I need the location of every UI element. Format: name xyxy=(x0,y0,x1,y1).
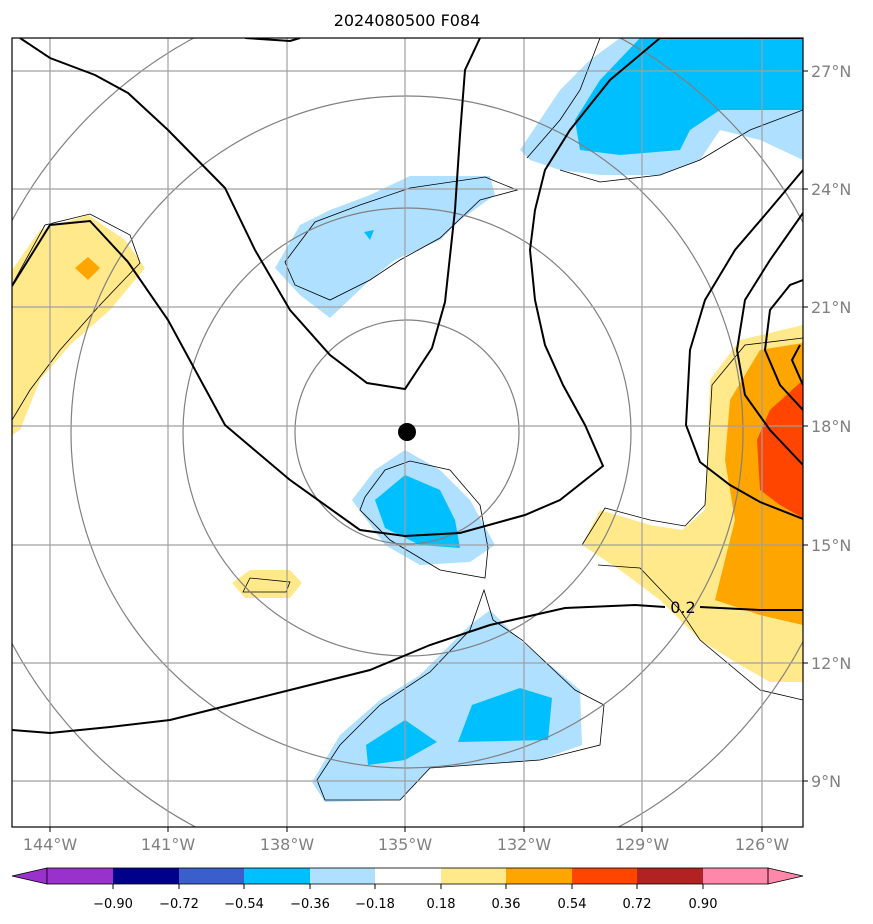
pos-region-west xyxy=(12,215,145,435)
lat-label: 9°N xyxy=(811,772,841,791)
lon-label: 129°W xyxy=(615,835,670,854)
colorbar-segment xyxy=(637,868,703,884)
contour-label: 0.2 xyxy=(670,598,695,617)
lat-label: 12°N xyxy=(811,654,851,673)
lat-tick-labels: 27°N 24°N 21°N 18°N 15°N 12°N 9°N xyxy=(811,62,851,791)
colorbar-label: 0.36 xyxy=(492,897,521,912)
colorbar-segment xyxy=(113,868,179,884)
map-title: 2024080500 F084 xyxy=(334,11,481,30)
colorbar-extend-max xyxy=(767,867,804,885)
colorbar-segment xyxy=(441,868,506,884)
colorbar-label: 0.72 xyxy=(623,897,652,912)
colorbar-frame xyxy=(46,867,769,885)
colorbar-label: −0.18 xyxy=(355,897,395,912)
lon-label: 132°W xyxy=(497,835,552,854)
lat-label: 27°N xyxy=(811,62,851,81)
lat-label: 21°N xyxy=(811,298,851,317)
pos-core-west xyxy=(75,257,100,280)
colorbar: −0.90 −0.72 −0.54 −0.36 −0.18 0.18 0.36 … xyxy=(11,867,804,912)
lon-label: 135°W xyxy=(378,835,433,854)
neg-core-south-2 xyxy=(366,720,437,765)
colorbar-segment xyxy=(47,868,113,884)
thin-contours xyxy=(12,38,803,801)
lon-tick-labels: 144°W 141°W 138°W 135°W 132°W 129°W 126°… xyxy=(23,835,790,854)
lon-label: 141°W xyxy=(141,835,196,854)
colorbar-segment xyxy=(244,868,310,884)
thick-contours xyxy=(12,38,803,735)
plot-area: 0.2 xyxy=(12,38,803,827)
colorbar-label: 0.90 xyxy=(689,897,718,912)
colorbar-segment xyxy=(572,868,637,884)
lat-label: 24°N xyxy=(811,180,851,199)
neg-spot-north xyxy=(364,230,374,240)
filled-contours xyxy=(12,38,803,802)
colorbar-label: −0.36 xyxy=(290,897,330,912)
lat-label: 18°N xyxy=(811,417,851,436)
range-rings xyxy=(12,38,803,827)
colorbar-segment xyxy=(703,868,768,884)
colorbar-segment xyxy=(375,868,441,884)
storm-center-marker xyxy=(398,423,416,441)
colorbar-label: −0.90 xyxy=(93,897,133,912)
lon-label: 126°W xyxy=(735,835,790,854)
lat-label: 15°N xyxy=(811,536,851,555)
colorbar-segment xyxy=(310,868,375,884)
neg-core-center xyxy=(375,475,460,548)
colorbar-label: 0.54 xyxy=(558,897,587,912)
lon-label: 144°W xyxy=(23,835,78,854)
plot-frame xyxy=(11,37,804,828)
colorbar-segment xyxy=(506,868,572,884)
neg-region-north xyxy=(275,176,495,318)
colorbar-label: 0.18 xyxy=(427,897,456,912)
lon-label: 138°W xyxy=(260,835,315,854)
lat-lon-grid xyxy=(12,38,803,827)
colorbar-label: −0.54 xyxy=(224,897,264,912)
neg-core-south-1 xyxy=(458,688,552,742)
colorbar-extend-min xyxy=(11,867,48,885)
axis-ticks xyxy=(49,70,808,832)
neg-core-northeast xyxy=(575,38,803,155)
pos-max-east xyxy=(757,380,803,518)
colorbar-label: −0.72 xyxy=(159,897,199,912)
colorbar-segment xyxy=(179,868,244,884)
